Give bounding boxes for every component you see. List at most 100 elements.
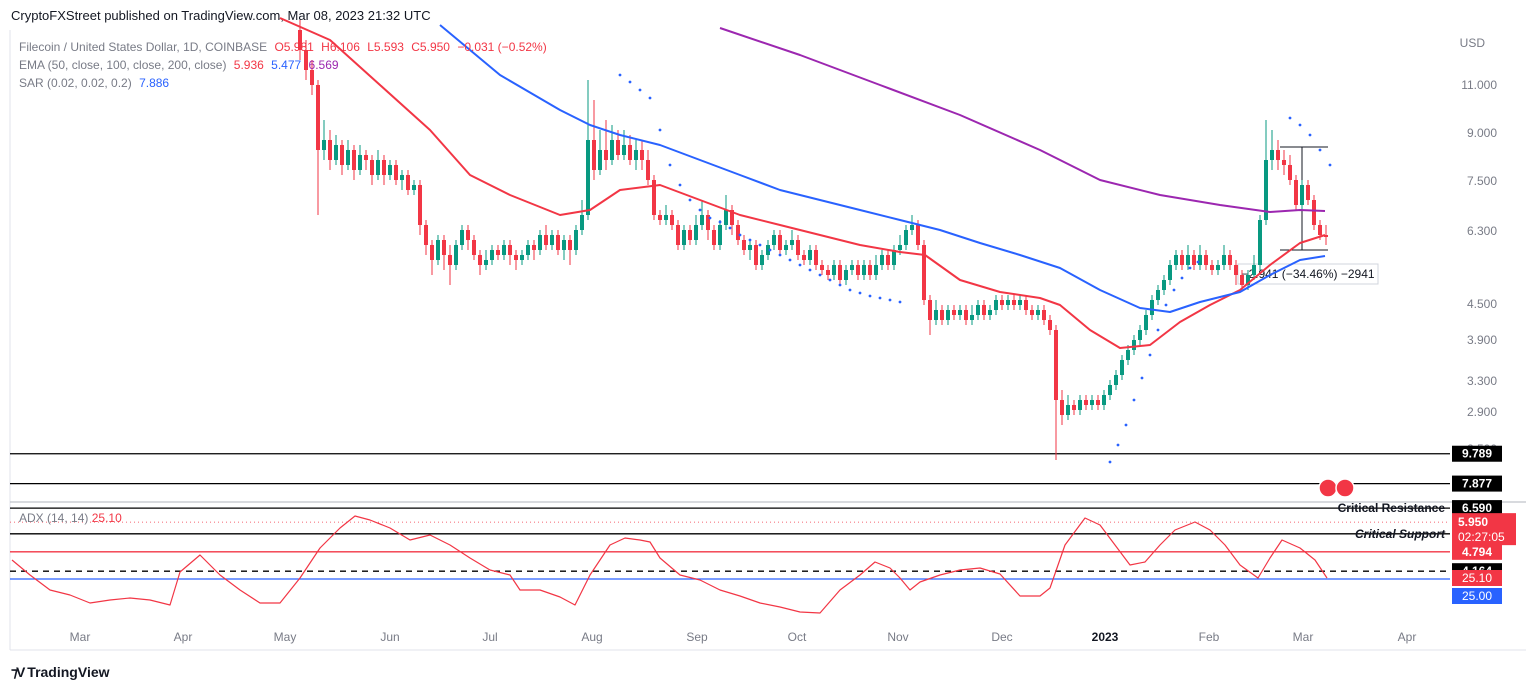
- x-tick-label: Mar: [1293, 630, 1314, 644]
- adx-value: 25.10: [91, 511, 122, 525]
- level-tag-label: 6.590: [1462, 501, 1492, 515]
- candle-body: [544, 235, 548, 245]
- candle-body: [610, 140, 614, 160]
- sar-dot: [808, 268, 812, 272]
- last-price-tag: [1452, 513, 1516, 546]
- candle-body: [892, 250, 896, 265]
- candle-body: [1150, 300, 1154, 315]
- candle-body: [406, 175, 410, 190]
- candle-body: [1228, 255, 1232, 265]
- x-tick-label: Jul: [482, 630, 497, 644]
- sar-dot: [768, 248, 772, 252]
- candle-body: [310, 70, 314, 85]
- candle-body: [1324, 235, 1328, 237]
- sar-dot: [1288, 116, 1292, 120]
- candle-body: [694, 225, 698, 240]
- candle-body: [940, 310, 944, 320]
- sar-dot: [638, 88, 642, 92]
- candle-body: [1102, 395, 1106, 405]
- sar-dot: [878, 296, 882, 300]
- sar-dot: [1108, 460, 1112, 464]
- x-tick-label: Dec: [991, 630, 1012, 644]
- x-tick-label: Apr: [1398, 630, 1417, 644]
- candle-body: [814, 250, 818, 265]
- candle-body: [328, 140, 332, 160]
- sar-dot: [1180, 276, 1184, 280]
- candle-body: [592, 140, 596, 170]
- candle-body: [364, 155, 368, 160]
- candle-body: [820, 265, 824, 270]
- candle-body: [550, 235, 554, 245]
- candle-body: [1222, 255, 1226, 265]
- candle-body: [760, 255, 764, 265]
- x-tick-label: Sep: [686, 630, 708, 644]
- level-annotation: Critical Resistance: [1338, 501, 1446, 515]
- sar-dot: [758, 243, 762, 247]
- sar-dot: [718, 220, 722, 224]
- candle-body: [1030, 310, 1034, 315]
- open-value: O5.981: [274, 40, 314, 54]
- level-tag-label: 7.877: [1462, 477, 1492, 491]
- change-value: −0.031 (−0.52%): [457, 40, 547, 54]
- x-tick-label: May: [274, 630, 297, 644]
- candle-body: [1168, 265, 1172, 280]
- sar-value: 7.886: [139, 76, 170, 90]
- sar-dots: [618, 73, 1332, 464]
- tradingview-logo-icon: ⁊V: [11, 664, 25, 680]
- high-value: H6.106: [321, 40, 360, 54]
- candle-body: [514, 255, 518, 260]
- candle-body: [880, 255, 884, 265]
- tradingview-logo[interactable]: ⁊V TradingView: [11, 664, 110, 681]
- grid: [9, 30, 1526, 651]
- sar-dot: [1328, 163, 1332, 167]
- candle-body: [1186, 255, 1190, 265]
- sar-dot: [1298, 123, 1302, 127]
- measure-label: −2.941 (−34.46%) −2941: [1241, 267, 1374, 281]
- symbol-label[interactable]: Filecoin / United States Dollar, 1D, COI…: [19, 40, 268, 54]
- candle-body: [1276, 150, 1280, 160]
- sar-dot: [698, 208, 702, 212]
- level-tag-label: 9.789: [1462, 447, 1492, 461]
- candle-body: [1018, 300, 1022, 305]
- us-flag-icon: [1318, 478, 1338, 498]
- candle-body: [898, 245, 902, 250]
- candle-body: [628, 145, 632, 160]
- candle-body: [826, 270, 830, 275]
- adx-ref-label: 25.00: [1462, 589, 1492, 603]
- candle-body: [874, 265, 878, 275]
- candle-body: [424, 225, 428, 245]
- candle-body: [460, 230, 464, 245]
- adx-label[interactable]: ADX (14, 14): [19, 511, 89, 525]
- candle-body: [322, 140, 326, 150]
- candles: [298, 20, 1328, 460]
- candle-body: [766, 245, 770, 255]
- ema-label[interactable]: EMA (50, close, 100, close, 200, close): [19, 58, 227, 72]
- candle-body: [796, 240, 800, 255]
- candle-body: [1234, 265, 1238, 275]
- candle-body: [1072, 405, 1076, 410]
- candle-body: [616, 140, 620, 155]
- candle-body: [466, 230, 470, 240]
- candle-body: [1306, 185, 1310, 200]
- candle-body: [658, 215, 662, 220]
- x-tick-label: Nov: [887, 630, 908, 644]
- ema-line: [439, 24, 1326, 313]
- candle-body: [1204, 255, 1208, 265]
- ema-line: [279, 17, 1326, 349]
- x-tick-label: 2023: [1092, 630, 1119, 644]
- sar-dot: [1318, 148, 1322, 152]
- candle-body: [412, 185, 416, 190]
- candle-body: [502, 245, 506, 255]
- y-tick-label: 2.900: [1467, 405, 1497, 419]
- candle-body: [1312, 200, 1316, 225]
- countdown-label: 02:27:05: [1458, 530, 1505, 544]
- sar-dot: [748, 238, 752, 242]
- adx-line: [11, 515, 1328, 614]
- candle-body: [1252, 265, 1256, 275]
- sar-dot: [1172, 288, 1176, 292]
- sar-dot: [1196, 260, 1200, 264]
- candle-body: [472, 240, 476, 255]
- candle-body: [982, 305, 986, 315]
- sar-label[interactable]: SAR (0.02, 0.02, 0.2): [19, 76, 132, 90]
